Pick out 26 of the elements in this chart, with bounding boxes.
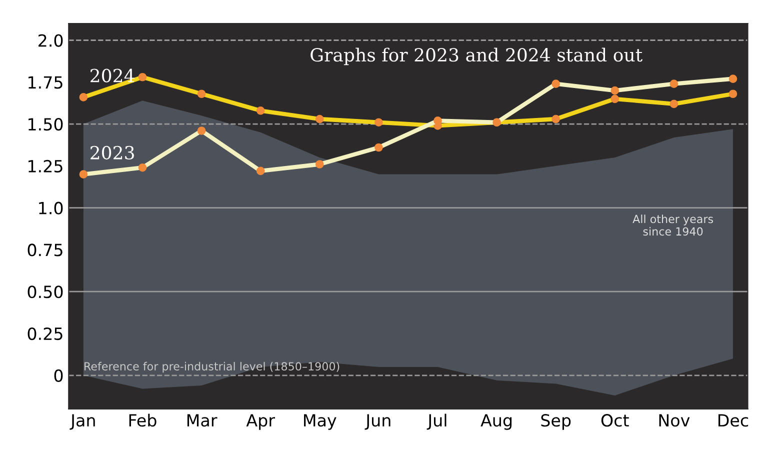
ref-line-label: Reference for pre-industrial level (1850–1900) [84,362,340,373]
y-tick-label: 1.25 [28,160,62,172]
x-tick-label: Jan [70,414,95,430]
annotation: All other years since 1940 [632,214,714,236]
series-label: 2023 [90,146,134,160]
x-tick-label: Nov [659,414,690,427]
x-tick-label: Aug [480,414,512,430]
series-label: 2024 [90,68,134,82]
text: Graphs for 2023 and 2024 stand out [310,48,642,66]
x-tick-label: Jun [364,414,390,430]
x-tick-label: Dec [718,414,748,427]
x-tick-label: Feb [129,414,156,427]
y-tick-label: 0.25 [28,327,62,340]
y-tick-label: 1.0 [39,202,63,214]
y-tick-label: 0.50 [28,286,63,298]
x-tick-label: May [304,414,336,430]
x-tick-label: Oct [601,414,629,427]
y-tick-label: 1.50 [28,118,63,131]
y-tick-label: 0 [54,369,63,382]
y-tick-label: 2.0 [38,34,63,47]
x-tick-label: Sep [541,414,571,430]
x-tick-label: Jul [426,414,446,430]
x-tick-label: Mar [187,414,218,427]
y-tick-label: 0.75 [28,244,62,256]
x-tick-label: Apr [246,414,275,430]
y-tick-label: 1.75 [28,76,62,89]
